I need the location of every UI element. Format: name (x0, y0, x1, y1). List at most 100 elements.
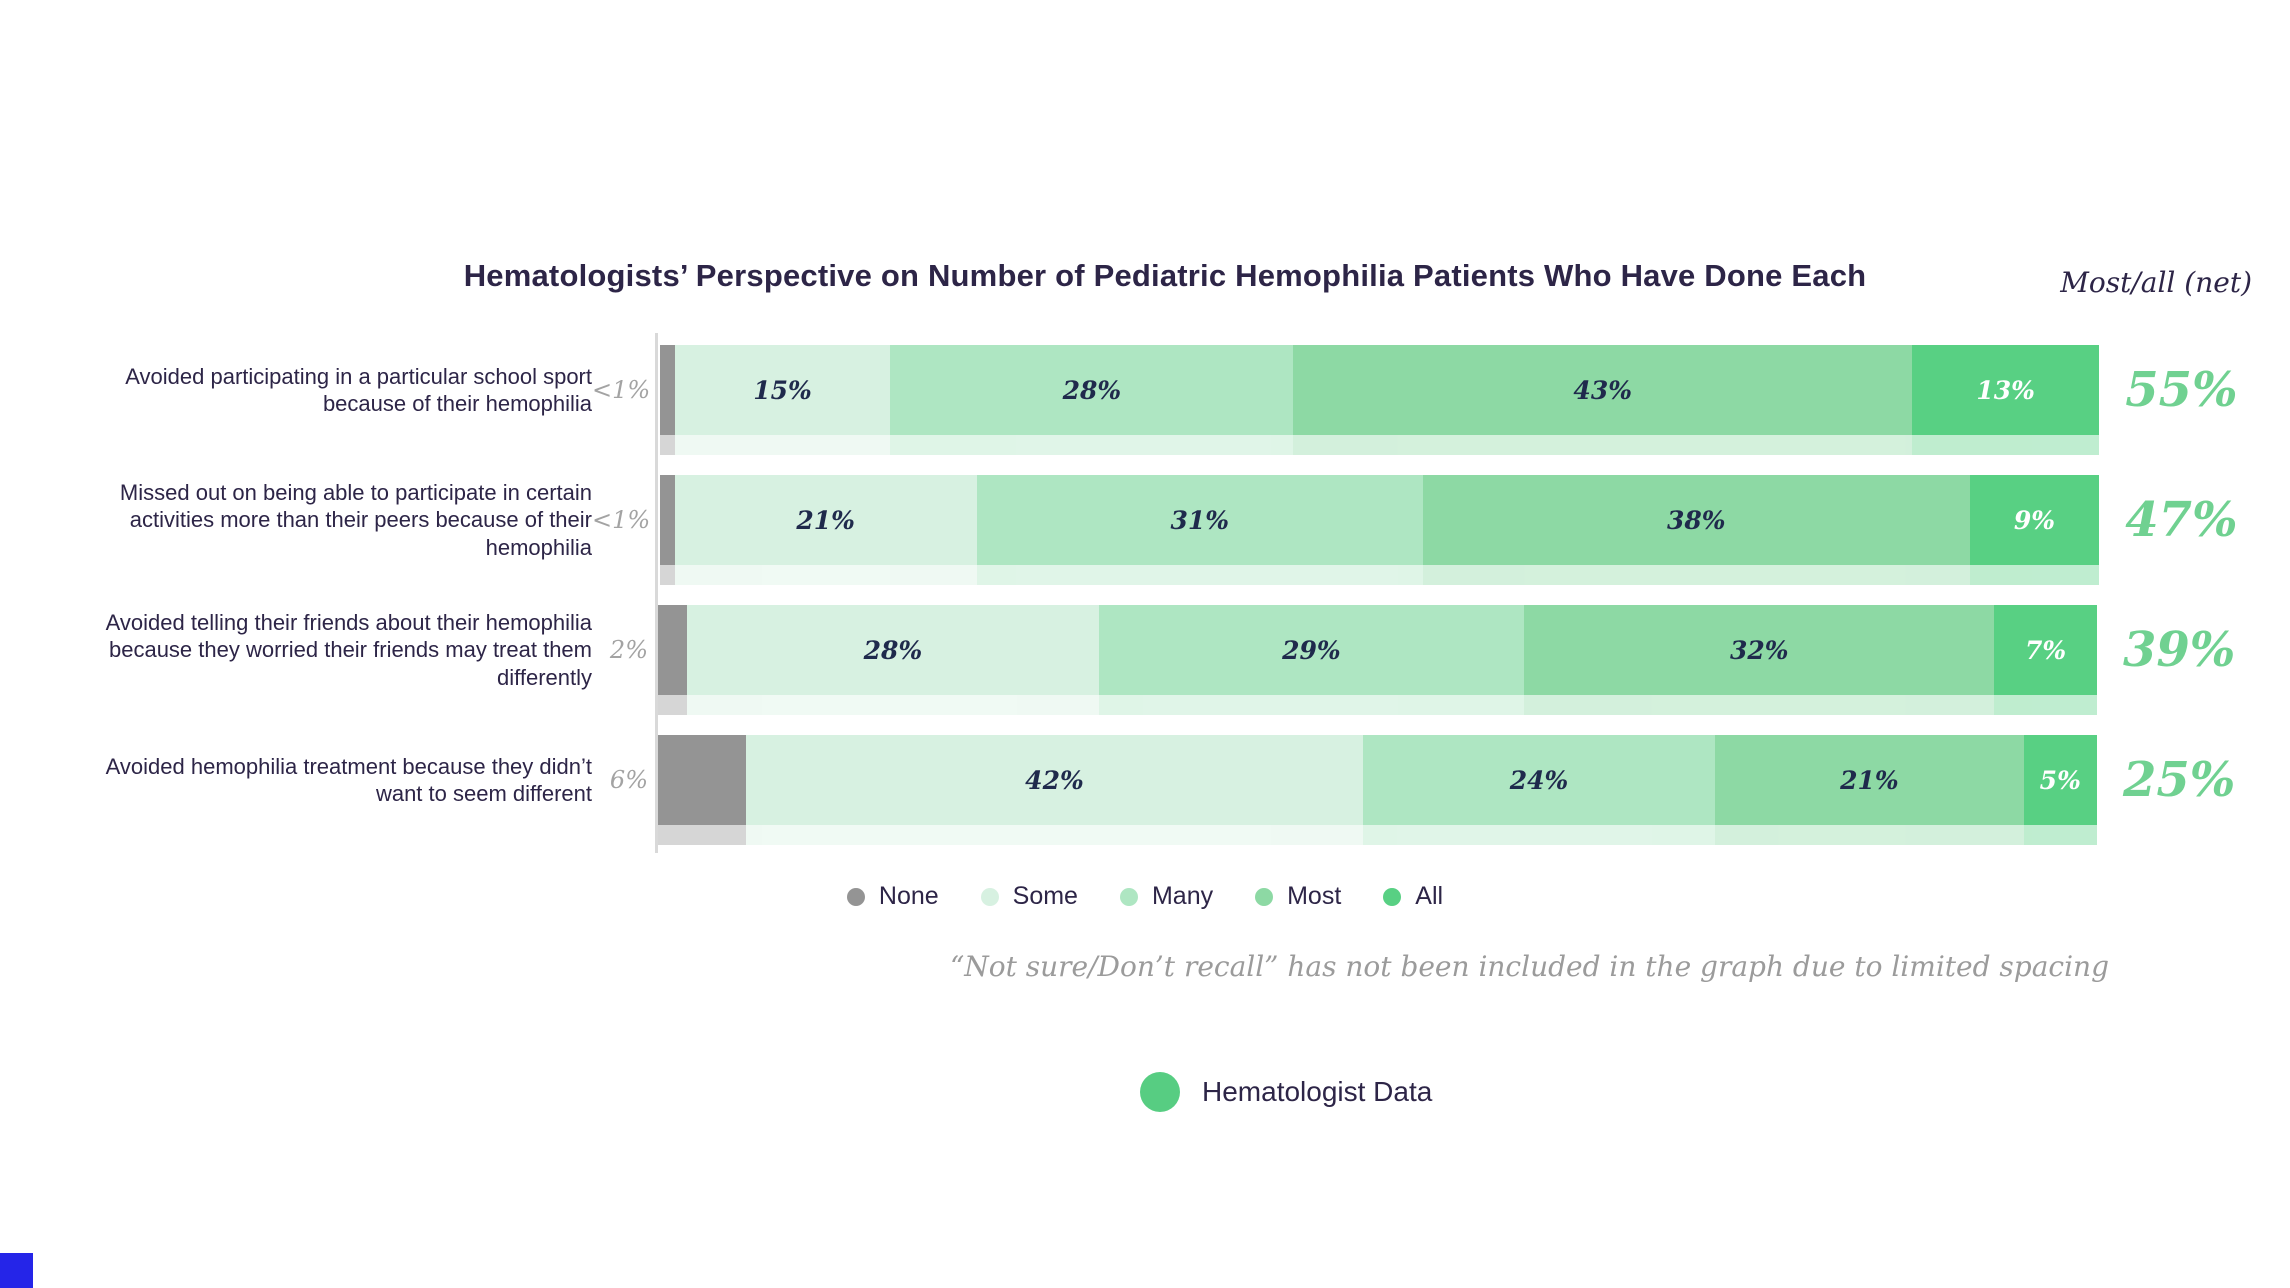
source-legend-dot-icon (1140, 1072, 1180, 1112)
legend-swatch-none-icon (846, 887, 865, 906)
bar-shadow-segment (1994, 695, 2097, 715)
chart-row: Avoided telling their friends about thei… (0, 605, 2290, 715)
bar-segment-label: 31% (1170, 505, 1230, 535)
bar-segment-label: 5% (2039, 765, 2081, 795)
bar-segment-label: 13% (1976, 375, 2035, 405)
net-column-header: Most/all (net) (2060, 266, 2252, 299)
chart-row: Missed out on being able to participate … (0, 475, 2290, 585)
bar-segment-all: 9% (1969, 475, 2100, 565)
bar-segment-label: 7% (2025, 635, 2067, 665)
stacked-bar: 28% 29% 32% 7% (658, 605, 2097, 715)
bar-segment-some: 42% (746, 735, 1363, 825)
legend-label-many: Many (1151, 882, 1214, 910)
bar-shadow (660, 435, 2100, 455)
bar-segment-many: 29% (1098, 605, 1525, 695)
bar-segment-many: 28% (890, 345, 1294, 435)
bar-segment-label: 43% (1573, 375, 1632, 405)
none-value-label: 6% (609, 766, 648, 794)
bar-segments: 42% 24% 21% 5% (658, 735, 2097, 825)
net-value: 55% (2125, 362, 2238, 418)
legend-item-all: All (1383, 882, 1443, 911)
legend-label-all: All (1415, 882, 1444, 910)
legend-item-most: Most (1255, 882, 1341, 911)
bar-shadow-segment (660, 435, 675, 455)
axis-line (655, 333, 658, 853)
legend: None Some Many Most All (0, 882, 2290, 911)
footnote: “Not sure/Don’t recall” has not been inc… (949, 950, 2109, 983)
bar-shadow-segment (1293, 435, 1913, 455)
chart-row: Avoided participating in a particular sc… (0, 345, 2290, 455)
bar-shadow-segment (660, 565, 675, 585)
bar-segment-label: 32% (1729, 635, 1789, 665)
bar-shadow-segment (746, 825, 1363, 845)
bar-segment-many: 24% (1362, 735, 1716, 825)
bar-segment-label: 9% (2013, 505, 2055, 535)
bar-shadow-segment (658, 695, 688, 715)
bar-shadow-segment (890, 435, 1294, 455)
bar-segment-none (658, 605, 688, 695)
bar-segment-label: 21% (796, 505, 855, 535)
stacked-bar-chart: Avoided participating in a particular sc… (0, 333, 2290, 865)
bar-segment-most: 43% (1293, 345, 1913, 435)
bar-segments: 15% 28% 43% 13% (660, 345, 2100, 435)
none-value-label: <1% (592, 376, 651, 404)
bar-shadow (658, 825, 2097, 845)
bar-segment-some: 21% (674, 475, 977, 565)
bar-shadow (658, 695, 2097, 715)
page-title: Hematologists’ Perspective on Number of … (463, 258, 1867, 293)
legend-swatch-some-icon (980, 887, 999, 906)
bar-segment-many: 31% (976, 475, 1423, 565)
bar-shadow-segment (1524, 695, 1995, 715)
bar-segments: 28% 29% 32% 7% (658, 605, 2097, 695)
bar-segment-label: 28% (1062, 375, 1122, 405)
net-value: 47% (2125, 492, 2238, 548)
bar-shadow-segment (1969, 565, 2100, 585)
legend-swatch-most-icon (1255, 887, 1274, 906)
bar-segment-all: 7% (1994, 605, 2097, 695)
legend-label-some: Some (1012, 882, 1078, 910)
legend-swatch-all-icon (1383, 887, 1402, 906)
bar-shadow-segment (2023, 825, 2097, 845)
category-label: Missed out on being able to participate … (119, 480, 592, 560)
bar-segment-most: 21% (1715, 735, 2024, 825)
bar-segment-label: 29% (1282, 635, 1341, 665)
bar-segment-label: 24% (1509, 765, 1569, 795)
stacked-bar: 21% 31% 38% 9% (660, 475, 2100, 585)
bar-shadow-segment (674, 435, 891, 455)
bar-segment-most: 32% (1524, 605, 1995, 695)
bar-segment-most: 38% (1422, 475, 1970, 565)
bar-segments: 21% 31% 38% 9% (660, 475, 2100, 565)
bar-segment-none (658, 735, 747, 825)
legend-swatch-many-icon (1119, 887, 1138, 906)
stacked-bar: 15% 28% 43% 13% (660, 345, 2100, 455)
bar-shadow-segment (1422, 565, 1970, 585)
bar-segment-label: 28% (863, 635, 923, 665)
legend-item-none: None (846, 882, 939, 911)
category-label: Avoided telling their friends about thei… (105, 610, 592, 690)
legend-item-some: Some (980, 882, 1078, 911)
bar-segment-some: 15% (674, 345, 891, 435)
chart-row: Avoided hemophilia treatment because the… (0, 735, 2290, 845)
bar-segment-all: 13% (1912, 345, 2100, 435)
bar-segment-label: 42% (1025, 765, 1084, 795)
none-value-label: 2% (609, 636, 648, 664)
bar-shadow-segment (1098, 695, 1525, 715)
bar-segment-all: 5% (2023, 735, 2097, 825)
corner-accent (0, 1253, 33, 1288)
net-value: 25% (2123, 752, 2236, 808)
source-legend-label: Hematologist Data (1202, 1076, 1433, 1107)
chart-rows: Avoided participating in a particular sc… (0, 345, 2290, 845)
bar-segment-label: 15% (753, 375, 812, 405)
legend-label-none: None (878, 882, 939, 910)
bar-shadow-segment (658, 825, 747, 845)
bar-segment-some: 28% (687, 605, 1099, 695)
bar-shadow-segment (1362, 825, 1716, 845)
source-legend: Hematologist Data (1140, 1072, 1432, 1112)
net-value: 39% (2123, 622, 2236, 678)
bar-shadow-segment (1912, 435, 2100, 455)
bar-shadow-segment (976, 565, 1423, 585)
bar-shadow (660, 565, 2100, 585)
bar-shadow-segment (674, 565, 977, 585)
bar-shadow-segment (687, 695, 1099, 715)
stacked-bar: 42% 24% 21% 5% (658, 735, 2097, 845)
